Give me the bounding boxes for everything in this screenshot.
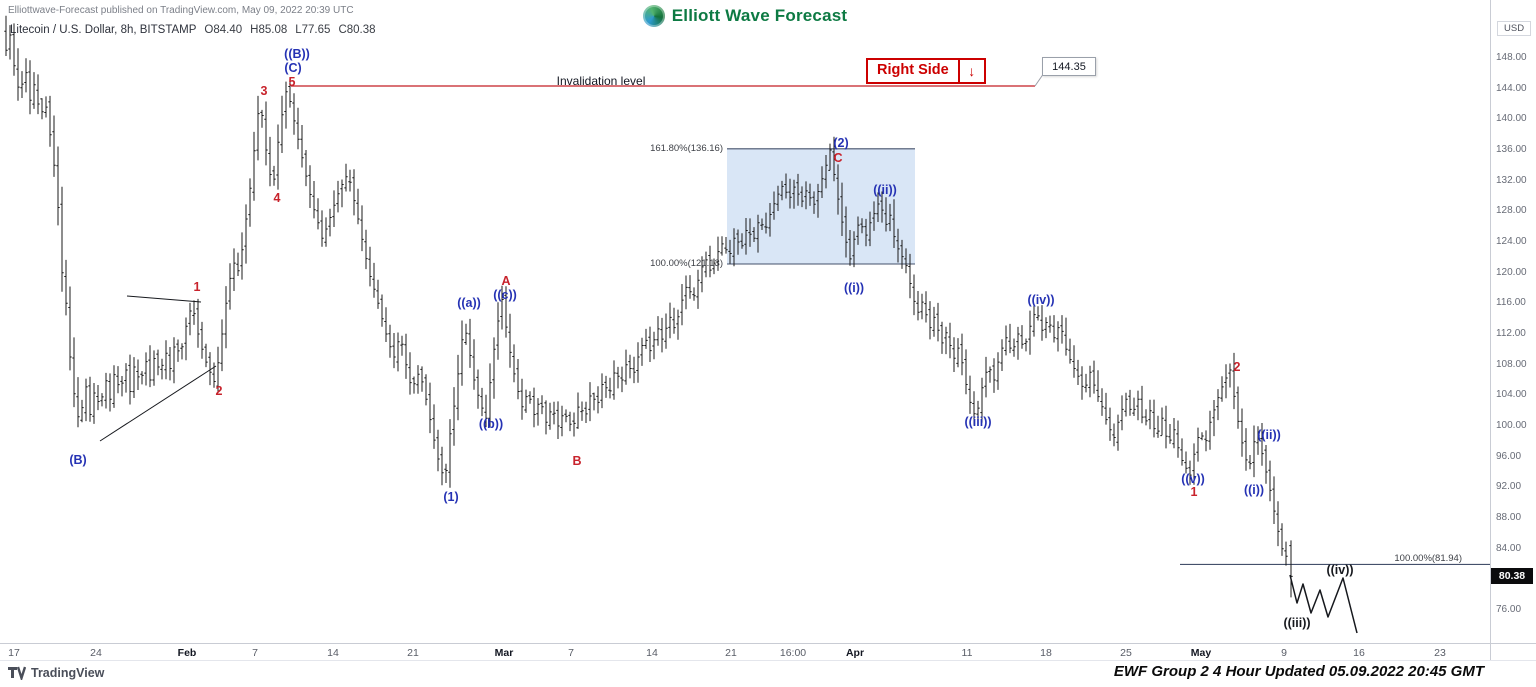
time-axis[interactable]: 17 24 Feb 7 14 21 Mar 7 14 21 16:00 Apr 11 18 25 May 9 16… bbox=[0, 644, 1490, 661]
price-axis-label: 128.00 bbox=[1496, 205, 1527, 217]
down-arrow-icon: ↓ bbox=[957, 60, 984, 82]
time-axis-label: Feb bbox=[177, 647, 197, 659]
time-axis-label: 25 bbox=[1120, 647, 1132, 659]
time-axis-label: 9 bbox=[1281, 647, 1287, 659]
time-axis-label: 7 bbox=[568, 647, 574, 659]
publish-note: Elliottwave-Forecast published on Tradin… bbox=[8, 5, 354, 16]
price-axis-label: 112.00 bbox=[1496, 328, 1526, 339]
price-axis-label: 116.00 bbox=[1496, 297, 1526, 309]
tradingview-logo[interactable]: TradingView bbox=[8, 665, 104, 680]
time-axis-label: 14 bbox=[327, 647, 339, 659]
current-price-badge: 80.38 bbox=[1491, 568, 1533, 585]
price-axis-label: 76.00 bbox=[1496, 604, 1522, 615]
time-axis-label: 14 bbox=[646, 647, 658, 659]
time-axis-label: Apr bbox=[845, 647, 865, 659]
brand-header: Elliott Wave Forecast bbox=[0, 5, 1490, 31]
ohlc-bar-ticks bbox=[4, 30, 1293, 577]
legend-high: H85.08 bbox=[250, 24, 288, 36]
time-axis-label: 21 bbox=[725, 647, 737, 659]
tradingview-logo-icon bbox=[8, 666, 26, 680]
time-axis-label: 16:00 bbox=[779, 647, 807, 659]
time-axis-label: May bbox=[1190, 647, 1212, 659]
time-axis-label: Mar bbox=[494, 647, 514, 659]
symbol-legend[interactable]: Litecoin / U.S. Dollar, 8h, BITSTAMP O84… bbox=[10, 24, 376, 36]
fib-extension-box bbox=[727, 148, 915, 265]
price-axis-label: 108.00 bbox=[1496, 358, 1527, 370]
price-axis-label: 100.00 bbox=[1496, 420, 1527, 431]
legend-close: C80.38 bbox=[338, 24, 376, 36]
price-axis-label: 132.00 bbox=[1496, 174, 1527, 186]
footer-caption: EWF Group 2 4 Hour Updated 05.09.2022 20… bbox=[1113, 663, 1484, 680]
invalidation-label: Invalidation level bbox=[556, 74, 646, 88]
axis-currency-label[interactable]: USD bbox=[1497, 21, 1532, 36]
triangle-pattern-line bbox=[99, 365, 217, 442]
price-axis-label: 120.00 bbox=[1496, 266, 1527, 278]
price-axis-label: 140.00 bbox=[1496, 113, 1527, 125]
right-side-label: Right Side bbox=[877, 62, 949, 78]
time-axis-label: 18 bbox=[1040, 647, 1052, 659]
footer-separator bbox=[0, 660, 1536, 661]
legend-low: L77.65 bbox=[295, 24, 331, 36]
price-axis-label: 96.00 bbox=[1496, 450, 1522, 462]
price-axis[interactable]: USD 80.38 148.00 144.00 140.00 136.00 132.00… bbox=[1490, 0, 1536, 660]
price-axis-separator bbox=[1490, 0, 1491, 660]
symbol-title: Litecoin / U.S. Dollar, 8h, BITSTAMP bbox=[10, 24, 197, 36]
invalidation-price-callout: 144.35 bbox=[1042, 57, 1096, 76]
time-axis-label: 7 bbox=[252, 647, 258, 659]
price-axis-label: 124.00 bbox=[1496, 236, 1527, 247]
time-axis-separator bbox=[0, 643, 1536, 644]
time-axis-label: 11 bbox=[961, 647, 973, 659]
price-axis-label: 84.00 bbox=[1496, 542, 1522, 554]
ohlc-bars bbox=[5, 15, 1292, 598]
price-axis-label: 88.00 bbox=[1496, 512, 1522, 523]
price-axis-label: 92.00 bbox=[1496, 481, 1522, 493]
chart-canvas[interactable] bbox=[0, 0, 1536, 660]
time-axis-label: 21 bbox=[407, 647, 419, 659]
brand-globe-icon bbox=[642, 5, 665, 27]
price-axis-label: 136.00 bbox=[1496, 144, 1527, 155]
price-axis-label: 148.00 bbox=[1496, 52, 1527, 63]
brand-title: Elliott Wave Forecast bbox=[671, 6, 848, 25]
tradingview-name: TradingView bbox=[31, 665, 105, 680]
price-axis-label: 144.00 bbox=[1496, 82, 1527, 94]
forecast-path bbox=[1289, 574, 1358, 634]
right-side-badge: Right Side ↓ bbox=[866, 58, 986, 84]
time-axis-label: 23 bbox=[1434, 647, 1446, 659]
time-axis-label: 17 bbox=[8, 647, 20, 659]
triangle-pattern-line bbox=[126, 295, 202, 303]
time-axis-label: 16 bbox=[1353, 647, 1365, 659]
price-axis-label: 104.00 bbox=[1496, 389, 1527, 401]
time-axis-label: 24 bbox=[90, 647, 102, 659]
legend-open: O84.40 bbox=[204, 24, 243, 36]
